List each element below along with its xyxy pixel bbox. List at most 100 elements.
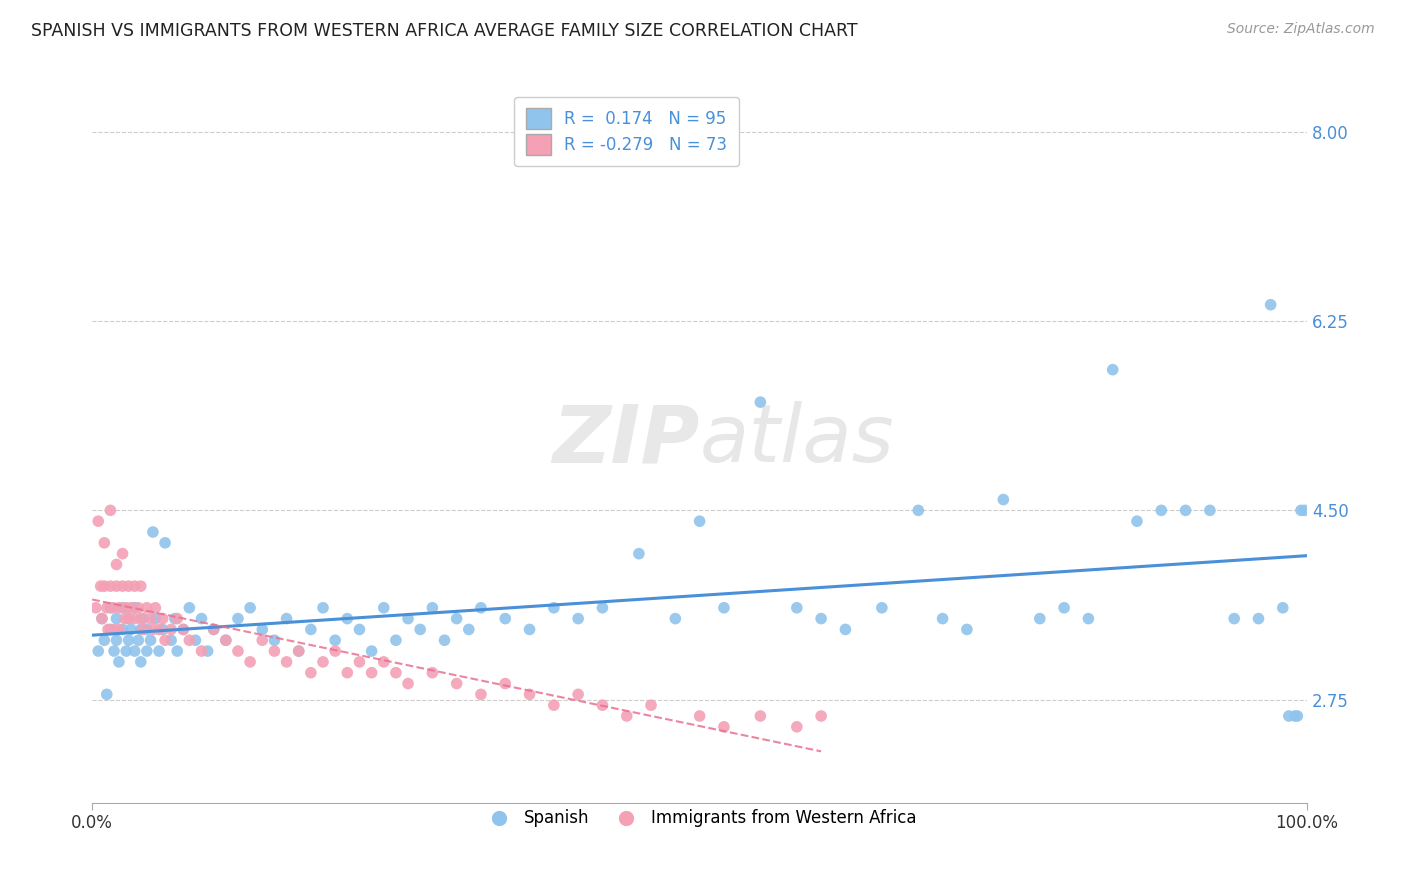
Point <box>1284 709 1306 723</box>
Point <box>749 709 772 723</box>
Point <box>93 633 115 648</box>
Point <box>153 633 176 648</box>
Point <box>336 665 359 680</box>
Point <box>239 600 262 615</box>
Point <box>713 720 735 734</box>
Point <box>276 611 298 625</box>
Point <box>100 623 122 637</box>
Point <box>114 611 136 625</box>
Point <box>252 633 274 648</box>
Point <box>810 709 832 723</box>
Point <box>179 600 201 615</box>
Point <box>1126 514 1149 528</box>
Point <box>215 633 238 648</box>
Point <box>786 600 808 615</box>
Point <box>135 623 157 637</box>
Point <box>90 611 112 625</box>
Point <box>1053 600 1076 615</box>
Point <box>127 633 149 648</box>
Point <box>117 611 139 625</box>
Point <box>591 600 613 615</box>
Point <box>446 676 468 690</box>
Point <box>1260 298 1282 312</box>
Point <box>689 514 711 528</box>
Point <box>117 611 139 625</box>
Point <box>166 611 188 625</box>
Point <box>226 644 249 658</box>
Point <box>1271 600 1294 615</box>
Point <box>202 623 225 637</box>
Text: SPANISH VS IMMIGRANTS FROM WESTERN AFRICA AVERAGE FAMILY SIZE CORRELATION CHART: SPANISH VS IMMIGRANTS FROM WESTERN AFRIC… <box>31 22 858 40</box>
Point <box>184 633 207 648</box>
Point <box>87 514 110 528</box>
Point <box>139 611 162 625</box>
Point <box>139 633 162 648</box>
Point <box>93 536 115 550</box>
Point <box>87 644 110 658</box>
Point <box>433 633 456 648</box>
Point <box>124 611 146 625</box>
Point <box>129 655 152 669</box>
Point <box>567 687 589 701</box>
Point <box>409 623 432 637</box>
Point <box>931 611 953 625</box>
Point <box>591 698 613 713</box>
Text: Source: ZipAtlas.com: Source: ZipAtlas.com <box>1227 22 1375 37</box>
Point <box>1286 709 1309 723</box>
Point <box>111 600 134 615</box>
Point <box>93 579 115 593</box>
Point <box>103 644 125 658</box>
Point <box>323 644 346 658</box>
Point <box>543 698 565 713</box>
Point <box>103 623 125 637</box>
Point <box>907 503 929 517</box>
Point <box>190 611 212 625</box>
Point <box>1174 503 1197 517</box>
Point <box>142 524 165 539</box>
Point <box>385 665 408 680</box>
Point <box>124 644 146 658</box>
Point <box>127 600 149 615</box>
Point <box>360 644 382 658</box>
Point <box>132 611 155 625</box>
Point <box>148 623 170 637</box>
Point <box>90 579 112 593</box>
Point <box>172 623 194 637</box>
Point <box>396 676 419 690</box>
Point <box>543 600 565 615</box>
Point <box>117 579 139 593</box>
Point <box>215 633 238 648</box>
Point <box>993 492 1015 507</box>
Point <box>749 395 772 409</box>
Point <box>129 611 152 625</box>
Point <box>567 611 589 625</box>
Point <box>1294 503 1316 517</box>
Point <box>786 720 808 734</box>
Point <box>494 676 516 690</box>
Point <box>640 698 662 713</box>
Point <box>90 611 112 625</box>
Point <box>100 503 122 517</box>
Point <box>135 644 157 658</box>
Point <box>1101 362 1123 376</box>
Point <box>142 623 165 637</box>
Point <box>312 655 335 669</box>
Point <box>100 600 122 615</box>
Point <box>263 633 285 648</box>
Point <box>810 611 832 625</box>
Point <box>197 644 219 658</box>
Point <box>129 623 152 637</box>
Text: atlas: atlas <box>700 401 894 479</box>
Point <box>287 644 309 658</box>
Point <box>373 600 395 615</box>
Point <box>1289 503 1312 517</box>
Point <box>349 655 371 669</box>
Point <box>166 644 188 658</box>
Point <box>111 623 134 637</box>
Point <box>627 547 650 561</box>
Point <box>96 687 118 701</box>
Point <box>108 600 131 615</box>
Point <box>470 600 492 615</box>
Point <box>153 536 176 550</box>
Point <box>190 644 212 658</box>
